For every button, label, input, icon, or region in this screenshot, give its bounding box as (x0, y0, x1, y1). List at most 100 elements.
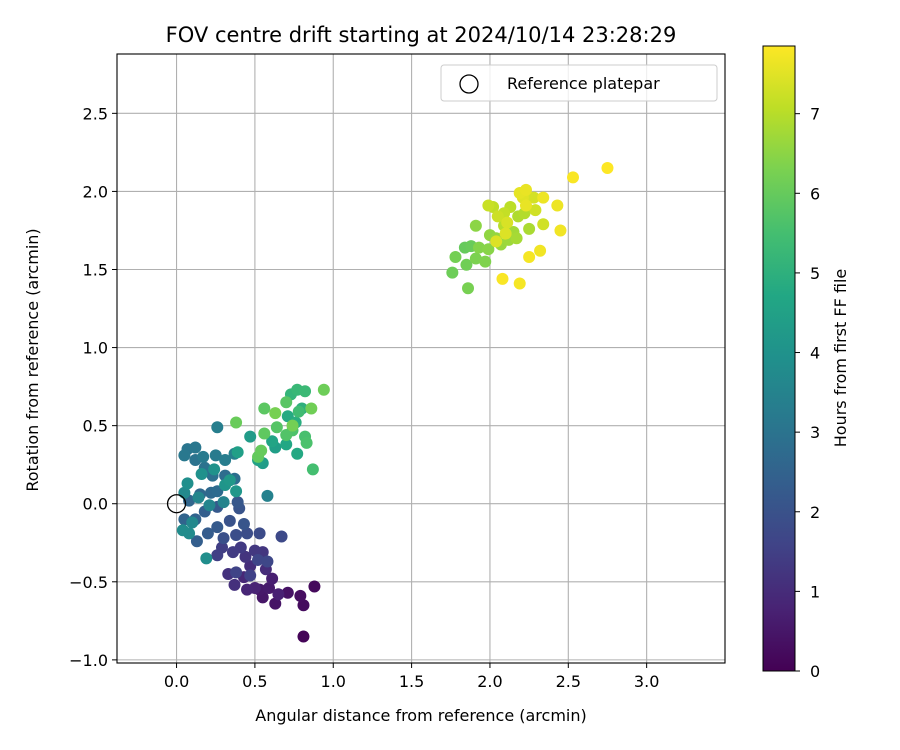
colorbar-tick-label: 3 (810, 423, 820, 442)
colorbar-tick-label: 0 (810, 662, 820, 681)
scatter-point (272, 588, 285, 601)
scatter-point (252, 553, 265, 566)
legend-label-reference: Reference platepar (507, 74, 660, 93)
scatter-point (208, 463, 221, 476)
axes: 0.0 0.5 1.0 1.5 2.0 2.5 3.0 −1.0 −0.5 0.0 0.5 1.0 1.… (69, 53, 726, 691)
scatter-point (510, 232, 523, 245)
legend-box (440, 64, 718, 102)
scatter-point (244, 569, 257, 582)
scatter-point (529, 204, 542, 217)
scatter-point (482, 199, 495, 212)
colorbar: 0 1 2 3 4 5 6 7 Hours from first FF file (762, 45, 850, 681)
scatter-point (253, 527, 266, 540)
scatter-point (482, 243, 495, 256)
scatter-point (263, 582, 275, 595)
scatter-point (211, 421, 224, 434)
scatter-point (248, 544, 261, 557)
scatter-point (297, 599, 310, 612)
legend: Reference platepar (440, 64, 718, 102)
scatter-point (527, 191, 540, 204)
scatter-point (211, 549, 224, 562)
scatter-point (230, 566, 243, 579)
scatter-point (230, 416, 243, 429)
scatter-points (166, 161, 614, 643)
colorbar-label: Hours from first FF file (831, 269, 850, 448)
scatter-point (499, 227, 512, 240)
y-tick-label: 2.5 (83, 104, 108, 123)
colorbar-gradient (762, 45, 796, 672)
scatter-point (446, 266, 459, 279)
y-tick-label: 1.5 (83, 260, 108, 279)
scatter-point (266, 435, 279, 448)
scatter-point (280, 396, 293, 409)
scatter-point (258, 427, 271, 440)
scatter-point (292, 405, 305, 418)
scatter-point (239, 550, 252, 563)
scatter-point (217, 496, 230, 509)
scatter-point (223, 514, 236, 527)
scatter-point (449, 251, 462, 263)
scatter-point (197, 450, 210, 463)
y-tick-label: −1.0 (69, 651, 108, 670)
scatter-point (203, 499, 216, 512)
scatter-point (209, 449, 222, 462)
colorbar-ticks: 0 1 2 3 4 5 6 7 (795, 105, 820, 681)
scatter-point (228, 578, 241, 591)
scatter-point (219, 454, 232, 466)
scatter-point (567, 171, 579, 184)
scatter-point (258, 402, 271, 415)
scatter-point (200, 552, 213, 565)
scatter-point (223, 474, 236, 487)
scatter-point (523, 222, 536, 235)
scatter-point (462, 282, 475, 295)
scatter-point (201, 527, 214, 540)
scatter-point (519, 199, 532, 212)
scatter-point (286, 419, 299, 432)
scatter-point (490, 235, 503, 248)
scatter-point (231, 496, 244, 509)
scatter-point (554, 224, 567, 237)
y-tick-label: 2.0 (83, 182, 108, 201)
scatter-point (496, 272, 509, 285)
y-tick-label: 0.5 (83, 417, 108, 436)
scatter-point (255, 444, 268, 457)
scatter-point (217, 532, 230, 545)
scatter-point (280, 438, 293, 451)
reference-marker (166, 494, 187, 514)
scatter-point (195, 468, 208, 481)
y-tick-label: −0.5 (69, 573, 108, 592)
scatter-point (178, 449, 191, 462)
x-tick-label: 2.0 (477, 672, 502, 691)
scatter-point (519, 183, 532, 196)
scatter-point (237, 518, 250, 531)
scatter-point (186, 516, 199, 529)
y-tick-label: 1.0 (83, 339, 108, 358)
scatter-point (226, 546, 239, 559)
scatter-point (306, 463, 319, 476)
scatter-point (244, 430, 257, 443)
scatter-point (523, 251, 536, 263)
chart-title: FOV centre drift starting at 2024/10/14 … (166, 23, 677, 47)
scatter-point (460, 258, 473, 271)
scatter-point (300, 436, 313, 449)
scatter-point (192, 491, 205, 504)
scatter-point (230, 528, 243, 541)
scatter-point (261, 555, 274, 568)
scatter-point (513, 277, 526, 290)
scatter-point (241, 527, 254, 540)
scatter-point (176, 524, 189, 537)
colorbar-tick-label: 6 (810, 184, 820, 203)
scatter-point (501, 216, 514, 229)
colorbar-tick-label: 4 (810, 344, 820, 363)
colorbar-tick-label: 7 (810, 105, 820, 124)
colorbar-tick-label: 5 (810, 264, 820, 283)
y-tick-label: 0.0 (83, 495, 108, 514)
scatter-point (305, 402, 318, 415)
scatter-point (469, 219, 482, 232)
scatter-point (211, 521, 224, 534)
colorbar-tick-label: 1 (810, 582, 820, 601)
colorbar-tick-label: 2 (810, 503, 820, 522)
scatter-point (299, 385, 312, 398)
scatter-point (291, 447, 304, 460)
